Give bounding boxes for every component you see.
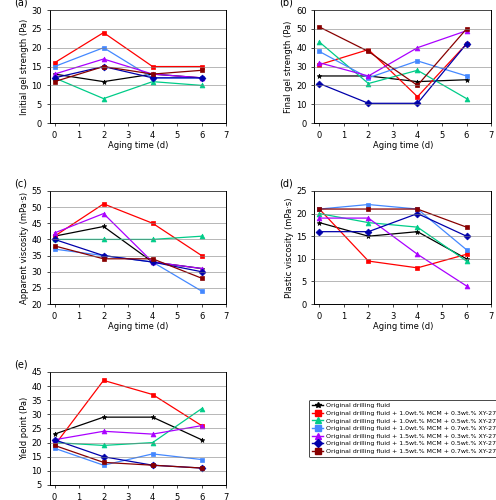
Legend: Original drilling fluid, Original drilling fluid + 1.0wt.% MCM + 0.3wt.% XY-27, : Original drilling fluid, Original drilli… [309, 400, 496, 457]
X-axis label: Aging time (d): Aging time (d) [108, 322, 168, 331]
Text: (c): (c) [14, 178, 27, 188]
Text: (a): (a) [14, 0, 28, 8]
Y-axis label: Plastic viscosity (mPa·s): Plastic viscosity (mPa·s) [285, 197, 294, 298]
Y-axis label: Yield point (Pa): Yield point (Pa) [19, 397, 29, 460]
Text: (d): (d) [279, 178, 293, 188]
Y-axis label: Final gel strength (Pa): Final gel strength (Pa) [284, 20, 294, 112]
Text: (b): (b) [279, 0, 293, 8]
Text: (e): (e) [14, 360, 28, 370]
X-axis label: Aging time (d): Aging time (d) [372, 322, 433, 331]
X-axis label: Aging time (d): Aging time (d) [108, 141, 168, 150]
Y-axis label: Initial gel strength (Pa): Initial gel strength (Pa) [19, 18, 29, 114]
Y-axis label: Apparent viscosity (mPa·s): Apparent viscosity (mPa·s) [19, 192, 29, 304]
X-axis label: Aging time (d): Aging time (d) [372, 141, 433, 150]
